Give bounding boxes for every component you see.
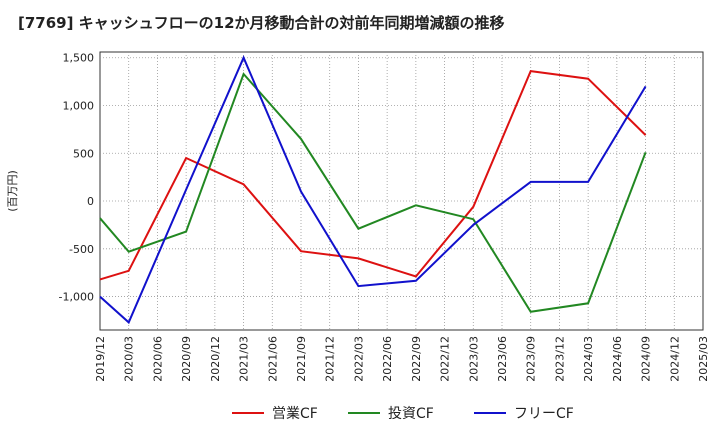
legend-label: フリーCF	[514, 406, 574, 422]
series-line	[99, 55, 647, 325]
y-axis-label: (百万円)	[6, 170, 19, 212]
x-tick-label: 2021/03	[238, 336, 251, 382]
y-tick-label: 1,000	[63, 99, 95, 112]
legend-label: 営業CF	[272, 406, 318, 422]
x-tick-label: 2020/06	[151, 336, 164, 382]
series-line	[99, 72, 647, 313]
y-tick-label: 0	[87, 195, 94, 208]
y-tick-label: 500	[73, 147, 94, 160]
x-tick-label: 2025/03	[697, 336, 710, 382]
x-tick-label: 2022/03	[352, 336, 365, 382]
x-tick-label: 2022/09	[410, 336, 423, 382]
x-tick-label: 2020/12	[209, 336, 222, 382]
x-tick-label: 2019/12	[94, 336, 107, 382]
x-tick-label: 2021/06	[266, 336, 279, 382]
x-tick-label: 2021/09	[295, 336, 308, 382]
x-tick-label: 2023/09	[525, 336, 538, 382]
x-tick-label: 2024/03	[582, 336, 595, 382]
y-tick-label: -500	[69, 243, 94, 256]
plot-frame	[99, 51, 704, 331]
x-tick-label: 2024/09	[640, 336, 653, 382]
x-tick-label: 2020/09	[180, 336, 193, 382]
x-tick-label: 2023/12	[553, 336, 566, 382]
x-tick-label: 2020/03	[123, 336, 136, 382]
x-tick-label: 2024/06	[611, 336, 624, 382]
legend-label: 投資CF	[388, 406, 434, 422]
series-line	[99, 70, 647, 281]
x-tick-label: 2021/12	[324, 336, 337, 382]
x-tick-label: 2023/06	[496, 336, 509, 382]
x-tick-label: 2022/06	[381, 336, 394, 382]
x-tick-label: 2023/03	[467, 336, 480, 382]
y-tick-label: -1,000	[59, 291, 94, 304]
x-tick-label: 2024/12	[668, 336, 681, 382]
y-tick-label: 1,500	[63, 52, 95, 65]
chart-title: [7769] キャッシュフローの12か月移動合計の対前年同期増減額の推移	[18, 14, 505, 32]
x-tick-label: 2022/12	[439, 336, 452, 382]
